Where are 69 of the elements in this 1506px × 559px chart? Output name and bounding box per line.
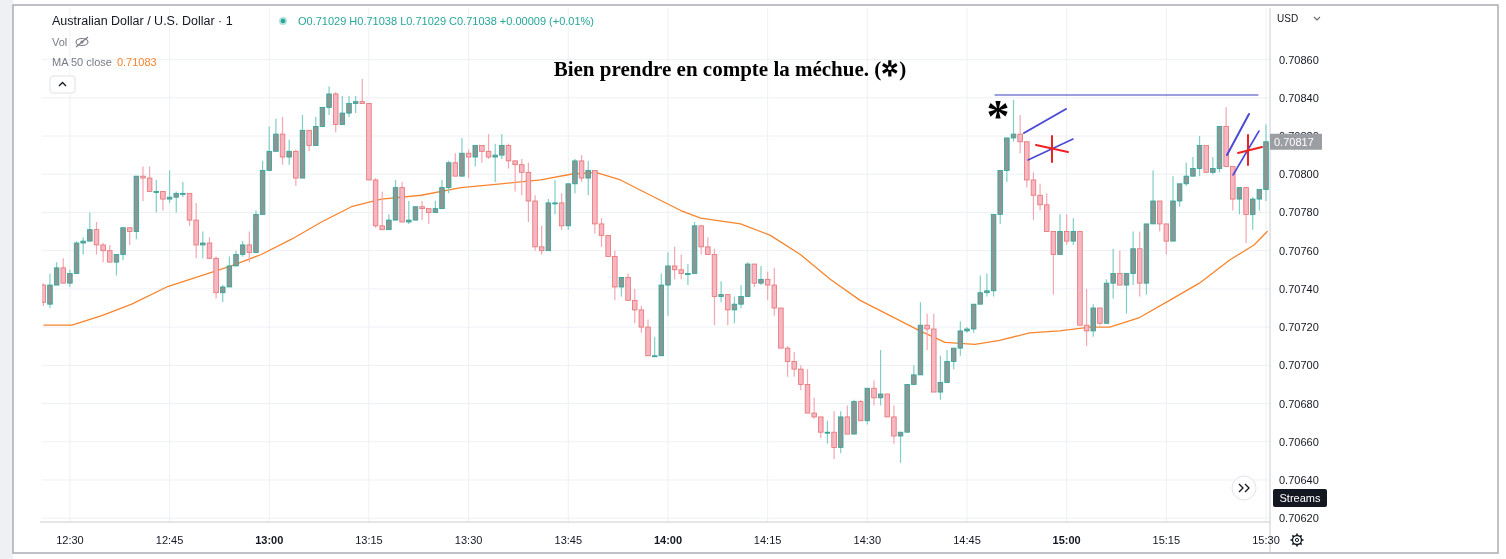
x-tick-label: 15:30 [1252,534,1280,546]
candlestick [306,129,312,152]
candlestick [1090,303,1096,338]
candlestick [42,282,47,307]
line-series [43,171,1268,345]
x-tick-label: 14:30 [853,534,882,546]
x-tick-label: 12:45 [155,534,184,546]
candlestick [246,230,253,263]
candlestick [725,294,731,326]
candlestick [844,404,851,435]
candlestick [160,190,166,212]
y-axis-title: USD [1277,13,1299,24]
candlestick [585,160,591,196]
candlestick [831,410,837,460]
y-tick-label: 0.70840 [1279,91,1319,104]
candlestick [877,349,884,407]
y-tick-label: 0.70760 [1279,244,1319,257]
candlestick [558,192,565,231]
y-tick-label: 0.70640 [1279,473,1319,486]
y-tick-label: 0.70620 [1279,512,1319,525]
candlestick [153,179,160,214]
candlestick [452,152,459,177]
text: Streams [1279,492,1321,504]
y-tick-label: 0.70720 [1279,321,1319,334]
candlestick [465,148,472,179]
x-tick-label: 13:15 [355,534,383,546]
x-tick-label: 15:00 [1052,534,1081,546]
candlestick [857,399,864,422]
candlestick [200,230,206,259]
y-tick-label: 0.70740 [1279,282,1319,295]
text: Australian Dollar / U.S. Dollar · 1 [52,14,233,28]
candlestick [871,380,877,407]
candlestick [718,280,724,303]
candlestick [618,276,625,298]
y-tick-label: 0.70700 [1279,359,1319,372]
text: MA 50 close [52,56,112,68]
candlestick [1236,187,1243,215]
y-tick-label: 0.70780 [1279,206,1319,219]
candlestick [472,144,478,168]
y-tick-label: 0.70860 [1279,53,1319,66]
annotation: Vol [52,36,68,48]
annotation: 0.71083 [116,56,157,68]
text: 0.70817 [1274,135,1314,148]
y-tick-label: 0.70660 [1279,435,1319,448]
candlestick [459,137,465,177]
candlestick [1063,213,1070,246]
annotation: * [986,91,1010,142]
x-tick-label: 14:45 [953,534,981,546]
candlestick [60,257,66,284]
candlestick [824,420,831,445]
x-tick-label: 15:15 [1152,534,1181,546]
x-tick-label: 14:00 [653,534,683,546]
x-tick-label: 12:30 [56,534,84,546]
annotation: O0.71029 H0.71038 L0.71029 C0.71038 +0.00009 (+0.01%) [298,15,595,27]
candlestick [1117,250,1123,286]
y-tick-label: 0.70800 [1279,168,1319,181]
text: Bien prendre en compte la méchue. (✲) [553,57,907,81]
candlestick [1070,217,1077,246]
x-tick-label: 13:00 [255,534,284,546]
x-tick-label: 13:30 [454,534,483,546]
x-tick-label: 13:45 [554,534,583,546]
candlestick [286,139,292,166]
candlestick [1057,213,1063,256]
x-tick-label: 14:15 [753,534,782,546]
candlestick [279,116,286,166]
y-tick-label: 0.70680 [1279,397,1319,410]
candlestick [578,154,585,183]
candlestick [758,265,764,286]
candlestick [751,263,758,288]
